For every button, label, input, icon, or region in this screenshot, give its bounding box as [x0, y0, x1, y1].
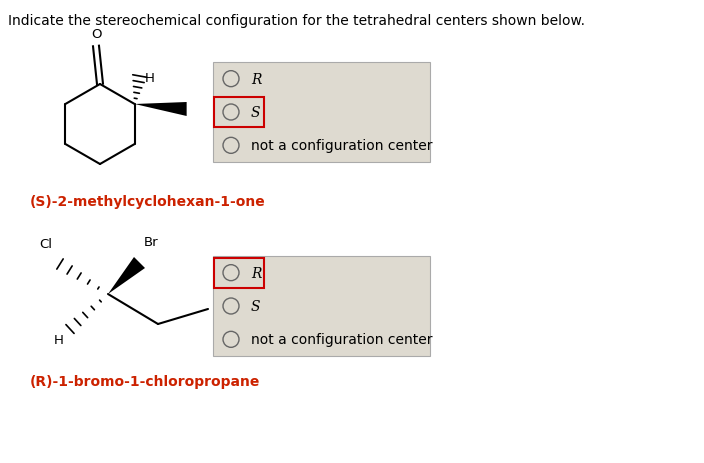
Text: not a configuration center: not a configuration center	[251, 332, 432, 347]
Text: Br: Br	[144, 236, 158, 249]
Bar	[213, 257, 430, 356]
Text: Cl: Cl	[39, 238, 52, 250]
Text: H: H	[144, 72, 154, 85]
Text: H: H	[54, 333, 64, 346]
Text: Indicate the stereochemical configuration for the tetrahedral centers shown belo: Indicate the stereochemical configuratio…	[8, 14, 585, 28]
Text: (R)-1-bromo-1-chloropropane: (R)-1-bromo-1-chloropropane	[30, 374, 260, 388]
Text: S: S	[251, 300, 260, 313]
Text: (S)-2-methylcyclohexan-1-one: (S)-2-methylcyclohexan-1-one	[30, 194, 265, 208]
Polygon shape	[134, 103, 187, 117]
Text: R: R	[251, 73, 261, 87]
Polygon shape	[108, 257, 145, 294]
Bar	[213, 63, 430, 163]
Bar	[214, 98, 264, 128]
Text: O: O	[91, 28, 101, 41]
Text: R: R	[251, 266, 261, 280]
Bar	[214, 258, 264, 288]
Text: S: S	[251, 106, 260, 120]
Text: not a configuration center: not a configuration center	[251, 139, 432, 153]
